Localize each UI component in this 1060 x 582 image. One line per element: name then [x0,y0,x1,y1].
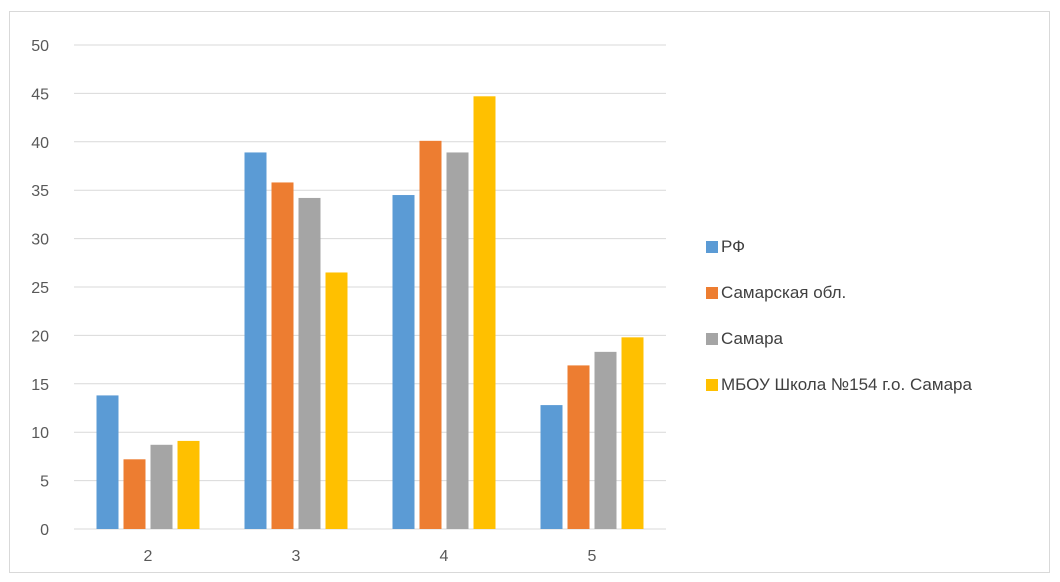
legend-label-samara-region: Самарская обл. [721,283,847,302]
bar-4-series-1 [419,140,442,529]
bar-4-series-0 [392,195,415,530]
bar-4-series-2 [446,152,469,529]
y-tick-label: 45 [31,86,49,103]
y-tick-label: 25 [31,280,49,297]
legend-label-school-154: МБОУ Школа №154 г.о. Самара [721,375,972,394]
bar-3-series-0 [244,152,267,529]
x-tick-label: 2 [144,548,153,565]
legend-item-rf: РФ [706,224,972,270]
bar-5-series-0 [540,405,563,529]
legend-item-school-154: МБОУ Школа №154 г.о. Самара [706,362,972,408]
y-tick-label: 5 [40,474,49,491]
legend-label-rf: РФ [721,237,746,256]
y-tick-label: 10 [31,425,49,442]
y-axis-ticks: 0 5 10 15 20 25 30 35 40 45 50 [31,38,49,539]
bar-3-series-1 [271,182,294,529]
bar-2-series-3 [177,440,200,529]
bar-5-series-3 [621,337,644,529]
legend-item-samara: Самара [706,316,972,362]
x-tick-label: 5 [588,548,597,565]
legend: РФ Самарская обл. Самара МБОУ Школа №154… [706,224,972,408]
bar-2-series-0 [96,395,119,529]
x-tick-label: 3 [292,548,301,565]
y-tick-label: 50 [31,38,49,55]
x-tick-label: 4 [440,548,449,565]
y-tick-label: 35 [31,183,49,200]
x-axis-ticks: 2 3 4 5 [144,548,597,565]
bar-2-series-2 [150,444,173,529]
legend-label-samara: Самара [721,329,783,348]
bar-3-series-3 [325,272,348,529]
y-tick-label: 0 [40,522,49,539]
y-tick-label: 30 [31,232,49,249]
bar-4-series-3 [473,96,496,529]
legend-swatch-rf [706,241,718,253]
bar-2-series-1 [123,459,146,529]
bar-3-series-2 [298,197,321,529]
gridlines [74,44,666,530]
y-tick-label: 15 [31,377,49,394]
bar-5-series-2 [594,351,617,529]
y-tick-label: 40 [31,135,49,152]
legend-swatch-samara-region [706,287,718,299]
y-tick-label: 20 [31,328,49,345]
bars [96,96,644,530]
bar-5-series-1 [567,365,590,529]
legend-swatch-school-154 [706,379,718,391]
legend-swatch-samara [706,333,718,345]
legend-item-samara-region: Самарская обл. [706,270,972,316]
